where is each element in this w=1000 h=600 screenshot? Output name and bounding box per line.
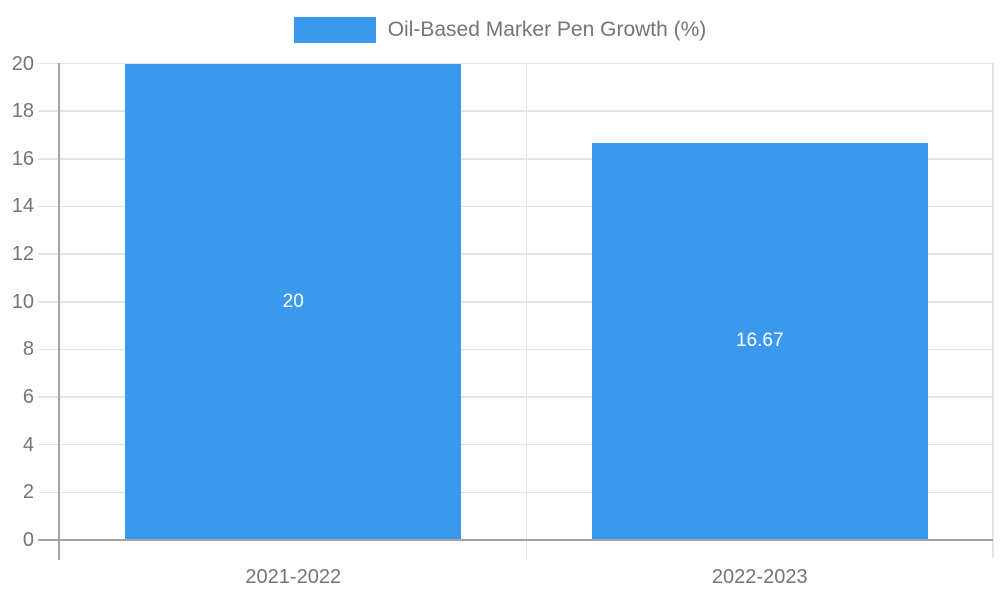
gridline	[38, 110, 993, 112]
legend-label: Oil-Based Marker Pen Growth (%)	[387, 18, 707, 41]
gridline	[38, 158, 993, 160]
legend-swatch	[293, 17, 376, 43]
bar-value-label: 20	[282, 290, 304, 312]
y-tick-label: 0	[22, 529, 34, 551]
y-tick-label: 16	[11, 147, 34, 170]
bar: 16.67	[591, 142, 928, 540]
y-tick-label: 20	[11, 52, 34, 75]
y-tick-label: 8	[22, 338, 34, 361]
category-boundary-line	[525, 63, 528, 558]
y-tick-label: 12	[11, 243, 34, 266]
x-tick-label: 2022-2023	[711, 566, 808, 588]
gridline	[38, 491, 993, 494]
bar: 20	[125, 63, 462, 540]
gridline	[38, 443, 993, 446]
gridline	[38, 301, 993, 303]
legend: Oil-Based Marker Pen Growth (%)	[0, 17, 1000, 43]
gridline	[38, 253, 993, 255]
gridline	[38, 396, 993, 398]
category-boundary-line	[992, 63, 994, 558]
gridline	[38, 348, 993, 351]
gridline	[38, 205, 993, 208]
y-tick-label: 6	[22, 386, 34, 409]
y-tick-label: 18	[11, 100, 34, 123]
y-tick-label: 2	[22, 481, 34, 504]
bar-value-label: 16.67	[735, 330, 784, 352]
y-tick-label: 4	[22, 433, 34, 456]
x-tick-label: 2021-2022	[245, 566, 342, 588]
x-axis-line	[38, 539, 993, 541]
gridline	[38, 62, 993, 65]
y-axis-line	[58, 63, 60, 560]
y-tick-label: 10	[11, 290, 34, 313]
y-tick-label: 14	[11, 195, 34, 218]
